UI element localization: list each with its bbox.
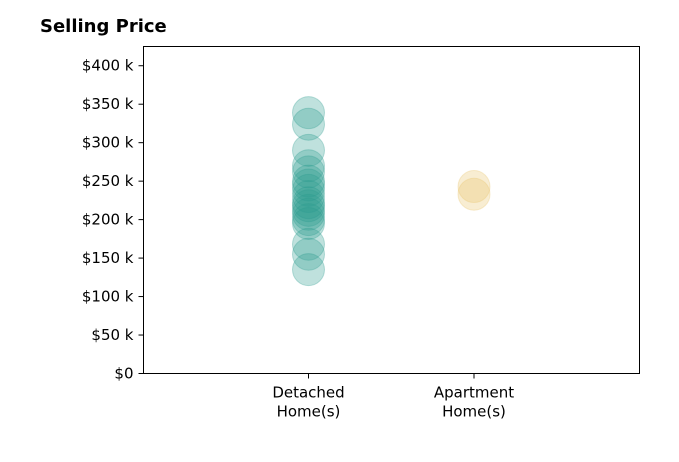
data-point [292, 168, 325, 202]
data-point [292, 206, 325, 240]
data-point [457, 177, 491, 211]
data-point [292, 133, 325, 167]
data-points [292, 96, 491, 287]
data-point [292, 107, 325, 141]
x-tick-label: Apartment Home(s) [434, 384, 514, 421]
chart-title: Selling Price [40, 16, 167, 37]
x-axis: Detached Home(s) Apartment Home(s) [272, 373, 514, 421]
y-tick-label: $50 k [91, 326, 133, 344]
data-point [292, 186, 325, 220]
data-point [292, 173, 325, 207]
y-tick-label: $400 k [82, 57, 134, 75]
x-tick-label: Detached Home(s) [272, 384, 344, 421]
y-tick-label: $100 k [82, 288, 134, 306]
data-point [292, 180, 325, 214]
data-point [292, 237, 325, 271]
data-point [292, 164, 325, 198]
data-point [292, 155, 325, 189]
data-point [457, 170, 491, 204]
data-point [292, 203, 325, 237]
data-point [292, 253, 325, 287]
y-tick-label: $0 [114, 365, 133, 383]
data-point [292, 189, 325, 223]
data-point [292, 149, 325, 183]
y-axis: $0 $50 k $100 k $150 k $200 k $250 k $300 k $35… [82, 57, 144, 383]
data-point [292, 96, 325, 130]
y-tick-label: $350 k [82, 95, 134, 113]
y-tick-label: $150 k [82, 249, 134, 267]
plot-frame [143, 46, 640, 374]
data-point [292, 197, 325, 231]
data-point [292, 227, 325, 261]
data-point [292, 193, 325, 227]
y-tick-label: $250 k [82, 172, 134, 190]
y-tick-label: $300 k [82, 134, 134, 152]
y-tick-label: $200 k [82, 211, 134, 229]
